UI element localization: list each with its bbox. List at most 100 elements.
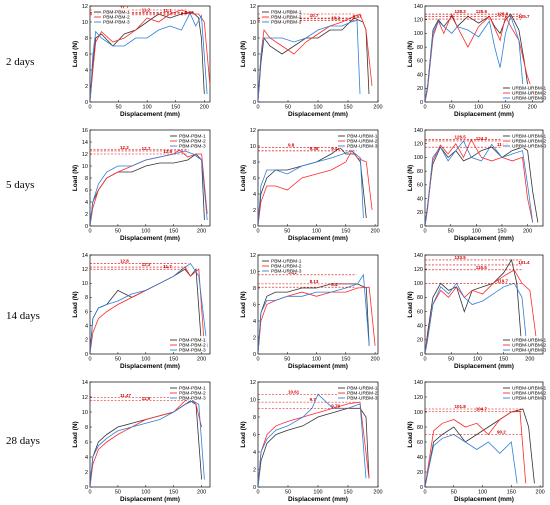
y-tick-label: 6 xyxy=(253,432,256,438)
legend-entry-1: URBM-URBM-1 xyxy=(512,86,546,92)
y-tick-label: 12 xyxy=(250,253,256,259)
chart-panel-p22: 0 20 40 60 80 100 120 140 0 50 100 150 200 Displaceme… xyxy=(407,253,546,370)
y-tick-label: 14 xyxy=(82,380,88,386)
y-axis-label: Load (N) xyxy=(407,291,414,317)
chart-panel-p30: 0 2 4 6 8 10 12 14 0 50 100 150 200 Displacement (mm)… xyxy=(72,380,211,503)
x-tick-label: 0 xyxy=(256,357,259,363)
x-tick-label: 150 xyxy=(341,229,350,235)
legend-entry-1: PBM-PBM-1 xyxy=(179,338,206,344)
legend-background xyxy=(169,132,207,148)
peak-label: 9.57 xyxy=(353,14,362,19)
chart-panel-p00: 0 2 4 6 8 10 12 0 50 100 150 200 Displacement (mm) Lo… xyxy=(72,4,211,118)
legend-entry-3: PBM-URBM-3 xyxy=(347,144,378,150)
series-line-2 xyxy=(258,150,373,226)
row-label-14-days: 14 days xyxy=(6,310,40,322)
y-tick-label: 120 xyxy=(414,267,423,273)
x-tick-label: 200 xyxy=(197,229,206,235)
y-tick-label: 140 xyxy=(414,253,423,259)
legend-entry-2: PBM-PBM-2 xyxy=(179,139,206,145)
y-tick-label: 4 xyxy=(85,200,88,206)
y-tick-label: 2 xyxy=(253,467,256,473)
plot-frame xyxy=(424,254,544,355)
y-tick-label: 0 xyxy=(420,485,423,491)
series-line-3 xyxy=(258,150,364,226)
legend-entry-1: URBM-URBM-1 xyxy=(512,338,546,344)
chart-panel-p01: 0 2 4 6 8 10 12 0 50 100 150 200 Displacement (mm) Lo… xyxy=(240,4,383,118)
legend-background xyxy=(169,384,207,400)
y-tick-label: 60 xyxy=(417,440,423,446)
legend-entry-3: PBM-URBM-3 xyxy=(271,20,302,26)
y-tick-label: 40 xyxy=(417,72,423,78)
peak-label: 10.61 xyxy=(288,389,300,394)
legend-entry-3: PBM-PBM-3 xyxy=(179,144,206,150)
legend-entry-2: PBM-URBM-2 xyxy=(347,139,378,145)
legend-entry-3: URBM-URBM-3 xyxy=(512,144,546,150)
y-tick-label: 10 xyxy=(250,20,256,26)
series-line-3 xyxy=(425,140,534,226)
series-line-3 xyxy=(90,400,205,487)
legend-entry-2: PBM-PBM-2 xyxy=(103,15,130,21)
y-tick-label: 140 xyxy=(414,4,423,10)
peak-label: 119.7 xyxy=(497,278,509,283)
y-tick-label: 6 xyxy=(85,188,88,194)
series-line-1 xyxy=(425,408,535,487)
x-axis-label: Displacement (mm) xyxy=(120,235,180,242)
chart-panel-p31: 0 2 4 6 8 10 12 0 50 100 150 200 Displacement (mm) Lo… xyxy=(240,380,383,503)
legend-entry-2: URBM-URBM-2 xyxy=(512,343,546,349)
y-tick-label: 4 xyxy=(85,68,88,74)
y-tick-label: 0 xyxy=(253,100,256,106)
y-tick-label: 0 xyxy=(420,352,423,358)
legend-entry-1: PBM-PBM-1 xyxy=(179,134,206,140)
y-tick-label: 8 xyxy=(85,176,88,182)
y-tick-label: 80 xyxy=(417,295,423,301)
legend-entry-3: PBM-PBM-3 xyxy=(179,396,206,402)
peak-label: 9.7 xyxy=(310,397,317,402)
x-tick-label: 0 xyxy=(423,357,426,363)
plot-frame xyxy=(89,254,211,355)
y-tick-label: 6 xyxy=(253,302,256,308)
y-tick-label: 14 xyxy=(82,253,88,259)
y-tick-label: 2 xyxy=(253,335,256,341)
y-tick-label: 8 xyxy=(85,425,88,431)
y-tick-label: 12 xyxy=(250,380,256,386)
series-line-2 xyxy=(90,149,208,226)
series-line-1 xyxy=(425,13,530,102)
x-tick-label: 50 xyxy=(284,357,290,363)
x-tick-label: 0 xyxy=(256,490,259,496)
y-tick-label: 20 xyxy=(417,470,423,476)
x-tick-label: 50 xyxy=(115,229,121,235)
y-axis-label: Load (N) xyxy=(72,41,79,67)
y-tick-label: 0 xyxy=(253,352,256,358)
y-tick-label: 80 xyxy=(417,169,423,175)
legend-background xyxy=(337,132,375,148)
series-line-2 xyxy=(425,269,539,354)
peak-label: 101.8 xyxy=(455,404,467,409)
legend-entry-2: PBM-URBM-2 xyxy=(271,264,302,270)
x-tick-label: 200 xyxy=(197,490,206,496)
y-tick-label: 2 xyxy=(85,84,88,90)
x-tick-label: 50 xyxy=(285,490,291,496)
y-tick-label: 8 xyxy=(85,36,88,42)
x-tick-label: 0 xyxy=(423,105,426,111)
legend-background xyxy=(261,257,299,273)
peak-label: 8.4 xyxy=(331,282,338,287)
x-tick-label: 150 xyxy=(169,490,178,496)
y-tick-label: 12 xyxy=(82,395,88,401)
y-tick-label: 40 xyxy=(417,324,423,330)
legend-entry-1: PBM-URBM-1 xyxy=(271,259,302,265)
y-tick-label: 10 xyxy=(82,20,88,26)
x-axis-label: Displacement (mm) xyxy=(288,235,348,242)
y-axis-label: Load (N) xyxy=(240,165,247,191)
legend-entry-2: URBM-URBM-2 xyxy=(512,391,546,397)
y-axis-label: Load (N) xyxy=(72,165,79,191)
peak-label: 12.5 xyxy=(163,149,172,154)
y-axis-label: Load (N) xyxy=(240,291,247,317)
x-tick-label: 150 xyxy=(343,105,352,111)
y-tick-label: 60 xyxy=(417,183,423,189)
chart-panel-p20: 0 2 4 6 8 10 12 14 0 50 100 150 200 Displacement (mm)… xyxy=(72,253,211,370)
x-tick-label: 200 xyxy=(373,105,382,111)
x-tick-label: 50 xyxy=(449,105,455,111)
